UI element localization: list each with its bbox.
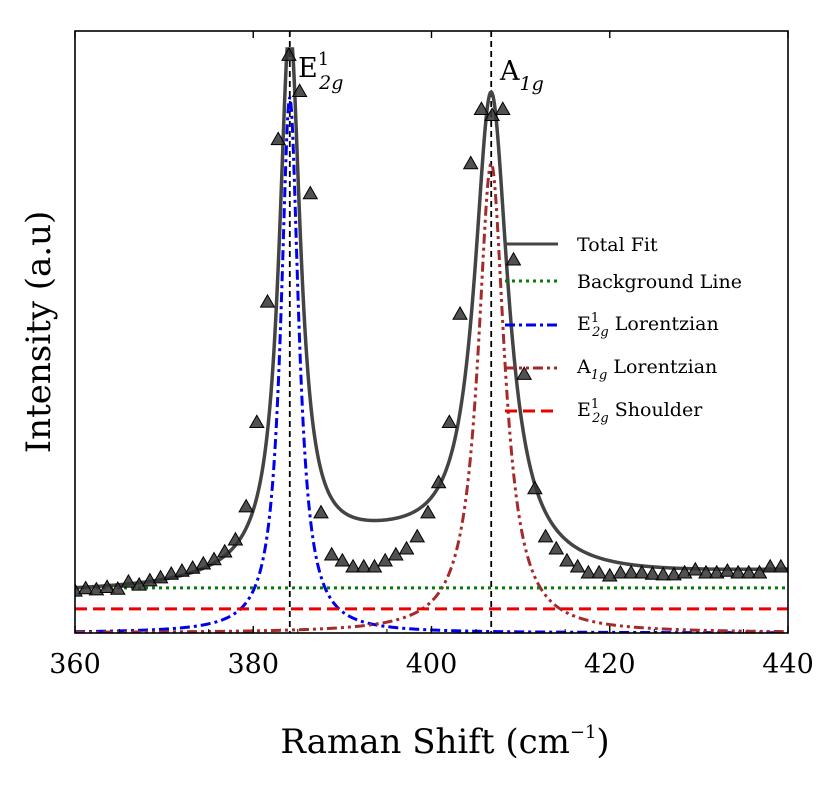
data-point-33 xyxy=(420,504,436,519)
data-point-35 xyxy=(441,414,458,429)
annotation-a1g: A1g xyxy=(499,56,544,95)
x-tick-label-2: 400 xyxy=(406,649,458,680)
data-point-32 xyxy=(409,528,426,543)
data-point-24 xyxy=(323,546,340,561)
data-point-66 xyxy=(773,558,788,573)
data-point-48 xyxy=(580,564,597,579)
data-point-23 xyxy=(313,504,329,519)
data-point-45 xyxy=(548,540,565,555)
x-axis-label: Raman Shift (cm−1) xyxy=(280,722,609,762)
data-point-60 xyxy=(708,564,725,579)
data-point-20 xyxy=(281,47,297,61)
data-point-42 xyxy=(516,366,533,380)
data-point-58 xyxy=(687,561,704,576)
data-point-62 xyxy=(730,564,746,579)
legend-label-a1g: A1g Lorentzian xyxy=(576,356,717,383)
data-point-34 xyxy=(430,474,447,489)
data-point-43 xyxy=(527,480,543,495)
data-point-14 xyxy=(216,543,233,558)
data-point-18 xyxy=(259,293,276,308)
data-point-55 xyxy=(655,566,672,581)
data-point-40 xyxy=(494,101,511,116)
data-point-37 xyxy=(462,155,479,170)
data-point-17 xyxy=(248,414,265,429)
data-point-56 xyxy=(666,566,682,581)
x-tick-label-4: 440 xyxy=(762,649,814,680)
data-point-52 xyxy=(623,564,640,579)
data-point-4 xyxy=(109,581,126,595)
x-tick-label-1: 380 xyxy=(227,649,279,680)
data-point-38 xyxy=(473,101,490,116)
legend-label-background: Background Line xyxy=(577,271,742,293)
legend-label-e2g: E1 2g Lorentzian xyxy=(577,311,719,340)
data-point-49 xyxy=(591,564,607,579)
data-point-11 xyxy=(184,559,201,574)
data-point-15 xyxy=(227,531,244,546)
data-point-51 xyxy=(612,564,629,579)
data-point-65 xyxy=(762,558,779,573)
data-point-12 xyxy=(195,555,212,570)
y-axis-label: Intensity (a.u) xyxy=(19,211,59,454)
data-point-41 xyxy=(505,251,522,266)
data-point-21 xyxy=(291,83,308,97)
data-point-13 xyxy=(206,551,222,566)
x-ticks: 360 380 400 420 440 xyxy=(49,31,814,680)
data-point-46 xyxy=(559,552,575,567)
data-point-59 xyxy=(698,564,714,579)
legend-label-shoulder: E1 2g Shoulder xyxy=(577,397,703,426)
annotation-e2g: E1 2g xyxy=(298,49,343,94)
data-point-54 xyxy=(644,565,661,580)
plot-area xyxy=(75,31,788,633)
legend: Total Fit Background Line E1 2g Lorentzia… xyxy=(505,234,742,426)
data-point-25 xyxy=(334,552,351,567)
legend-label-total: Total Fit xyxy=(577,234,658,256)
data-point-6 xyxy=(131,576,148,591)
data-point-8 xyxy=(152,569,169,584)
data-point-26 xyxy=(345,558,361,573)
data-point-3 xyxy=(99,579,115,593)
data-point-36 xyxy=(452,305,468,320)
data-point-22 xyxy=(302,185,319,200)
data-point-5 xyxy=(120,573,137,588)
data-point-63 xyxy=(740,564,757,579)
x-tick-label-0: 360 xyxy=(49,649,101,680)
data-point-44 xyxy=(537,528,554,543)
series-a1g-lorentzian xyxy=(75,160,788,633)
data-point-47 xyxy=(569,558,586,573)
data-point-16 xyxy=(238,498,254,513)
data-point-27 xyxy=(355,558,372,573)
data-point-31 xyxy=(398,540,415,555)
data-point-61 xyxy=(719,562,736,577)
data-point-1 xyxy=(77,580,94,595)
x-tick-label-3: 420 xyxy=(584,649,636,680)
data-point-53 xyxy=(633,564,650,579)
data-point-19 xyxy=(270,131,287,146)
